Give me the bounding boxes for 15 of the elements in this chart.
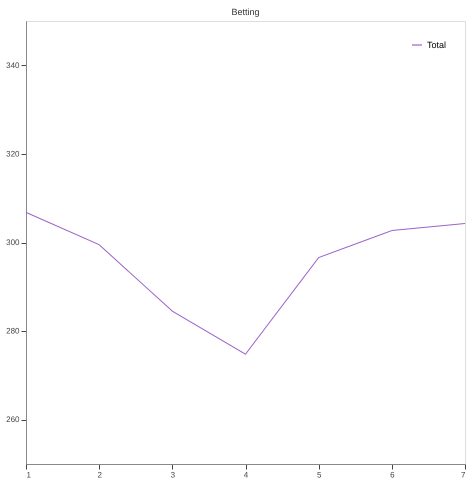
line-series xyxy=(26,212,466,355)
x-tick-label: 7 xyxy=(461,470,466,480)
x-tick-label: 6 xyxy=(390,470,396,480)
y-tick-label: 280 xyxy=(6,326,20,336)
y-tick-label: 300 xyxy=(6,238,20,247)
legend-label: Total xyxy=(427,40,446,50)
y-tick-label: 320 xyxy=(6,149,20,158)
x-tick-label: 4 xyxy=(244,470,249,480)
x-tick-label: 5 xyxy=(316,470,322,480)
y-tick-label: 260 xyxy=(6,415,20,424)
x-tick-label: 2 xyxy=(97,470,102,480)
x-tick-label: 1 xyxy=(26,470,32,480)
y-tick-label: 340 xyxy=(6,60,20,70)
chart-title: Betting xyxy=(231,7,260,17)
x-tick-label: 3 xyxy=(170,470,176,480)
